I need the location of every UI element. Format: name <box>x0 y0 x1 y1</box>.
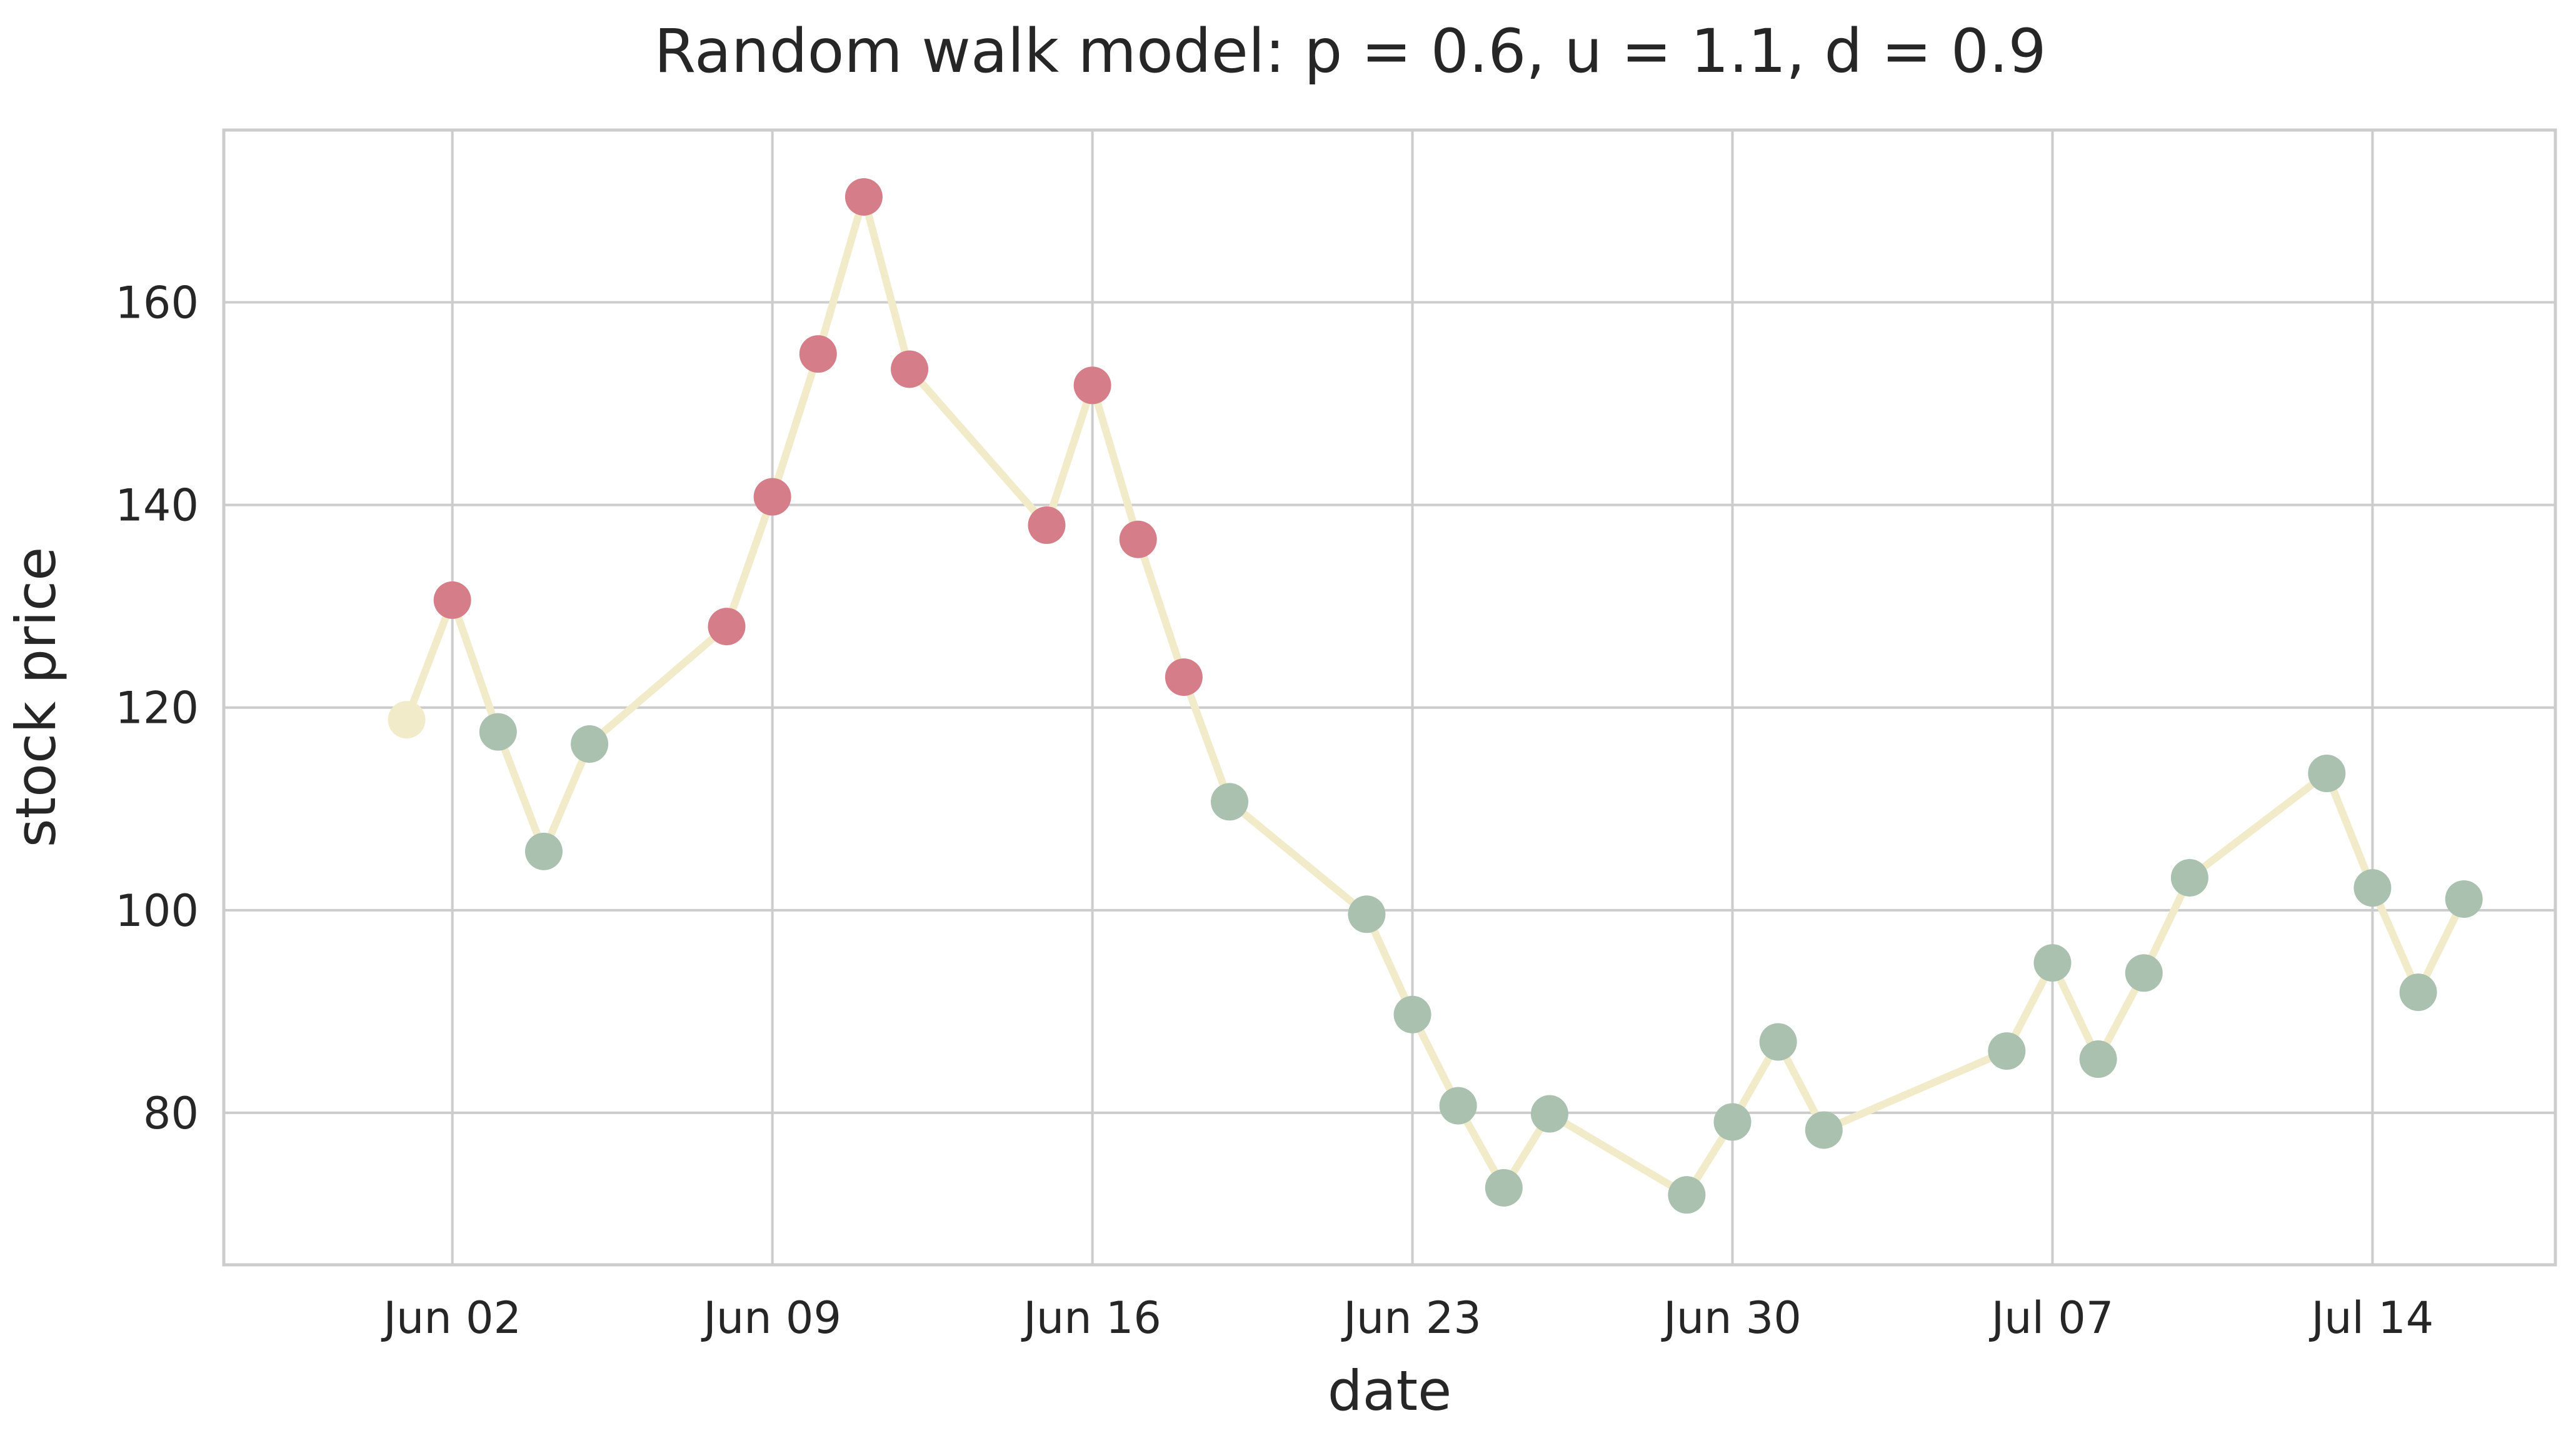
x-tick-labels: Jun 02 Jun 09 Jun 16 Jun 23 Jun 30 Jul 07 Jul … <box>381 1292 2433 1344</box>
data-point <box>1485 1169 1523 1207</box>
plot-frame <box>222 128 2557 1267</box>
data-point <box>1713 1103 1752 1141</box>
data-point <box>753 478 791 516</box>
data-point <box>388 701 426 739</box>
data-point <box>1073 366 1111 405</box>
data-point <box>2170 858 2208 897</box>
data-point <box>479 713 517 751</box>
data-point <box>1393 995 1431 1033</box>
y-tick-label: 120 <box>115 683 199 734</box>
data-point <box>2353 869 2392 907</box>
data-point <box>2445 880 2483 918</box>
x-tick-label: Jun 16 <box>1021 1292 1161 1344</box>
x-tick-label: Jun 30 <box>1661 1292 1802 1344</box>
x-tick-label: Jun 02 <box>381 1292 521 1344</box>
data-point <box>1668 1176 1706 1214</box>
x-tick-label: Jun 09 <box>701 1292 841 1344</box>
data-points <box>388 178 2483 1214</box>
y-tick-label: 140 <box>115 480 199 531</box>
data-point <box>524 832 563 870</box>
data-point <box>2079 1040 2117 1078</box>
data-point <box>1759 1023 1797 1061</box>
data-point <box>2308 755 2346 793</box>
x-tick-label: Jul 14 <box>2309 1292 2434 1344</box>
data-point <box>2399 973 2437 1012</box>
x-axis-label: date <box>1328 1359 1451 1423</box>
data-point <box>1028 506 1066 545</box>
data-point <box>799 335 837 373</box>
y-tick-label: 160 <box>115 277 199 328</box>
y-tick-label: 80 <box>143 1088 199 1139</box>
x-tick-label: Jul 07 <box>1989 1292 2114 1344</box>
gridlines <box>224 130 2555 1265</box>
data-point <box>1805 1111 1843 1149</box>
data-point <box>1530 1095 1568 1133</box>
data-point <box>708 608 746 646</box>
data-point <box>1211 783 1249 821</box>
y-tick-label: 100 <box>115 885 199 937</box>
data-point <box>844 178 883 216</box>
chart-title: Random walk model: p = 0.6, u = 1.1, d =… <box>654 16 2046 86</box>
data-point <box>1165 658 1203 696</box>
data-point <box>1119 520 1157 558</box>
data-point <box>1348 895 1386 933</box>
data-point <box>433 581 471 619</box>
data-point <box>1988 1032 2026 1070</box>
data-point <box>891 350 929 388</box>
data-point <box>2125 954 2163 992</box>
data-point <box>1439 1087 1477 1125</box>
y-tick-labels: 80 100 120 140 160 <box>115 277 199 1139</box>
x-tick-label: Jun 23 <box>1341 1292 1481 1344</box>
data-point <box>2033 944 2072 982</box>
data-point <box>571 725 609 763</box>
y-axis-label: stock price <box>4 547 68 848</box>
